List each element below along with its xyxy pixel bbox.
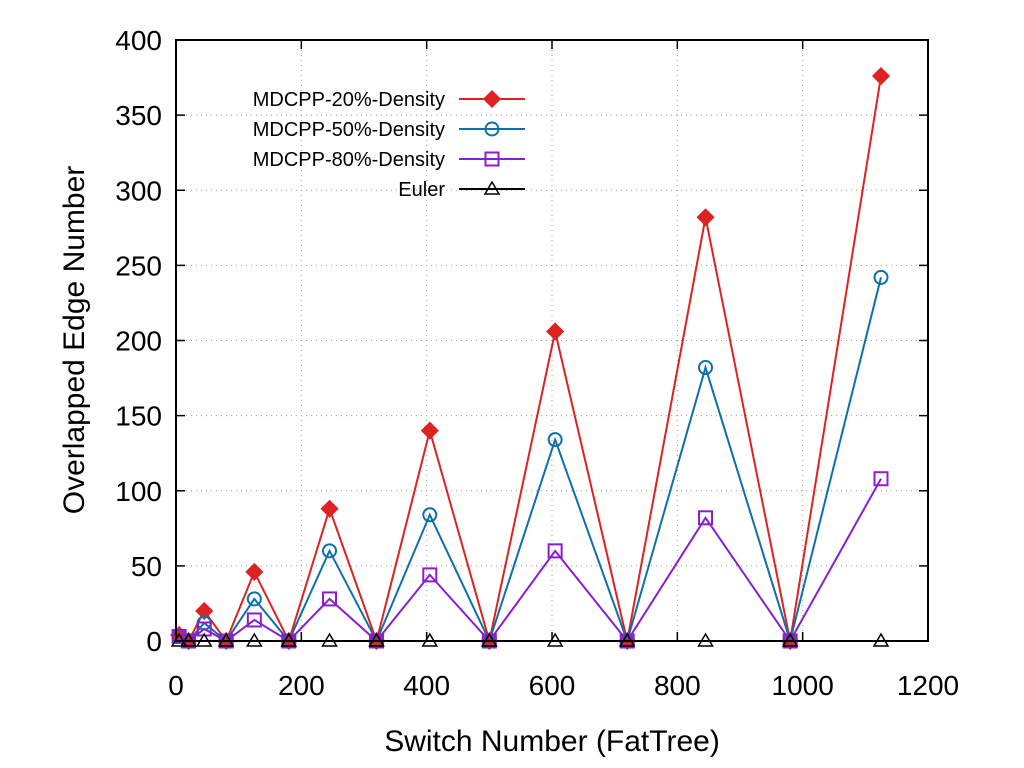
data-point: [873, 269, 889, 285]
legend-label: MDCPP-50%-Density: [253, 119, 445, 141]
legend-item: MDCPP-50%-Density: [253, 119, 525, 141]
y-tick-label: 250: [115, 250, 162, 281]
y-tick-label: 100: [115, 476, 162, 507]
data-point: [547, 432, 563, 448]
grid: [176, 40, 928, 641]
data-point: [320, 499, 339, 518]
y-tick-label: 350: [115, 100, 162, 131]
x-tick-label: 800: [654, 670, 701, 701]
legend-marker: [482, 89, 502, 109]
x-axis-label: Switch Number (FatTree): [384, 725, 720, 758]
y-tick-label: 50: [131, 551, 162, 582]
data-point: [546, 322, 565, 341]
data-point: [873, 471, 889, 487]
x-tick-label: 400: [403, 670, 450, 701]
data-point: [420, 421, 439, 440]
x-tick-label: 200: [278, 670, 325, 701]
data-point: [547, 543, 563, 559]
data-point: [422, 567, 438, 583]
y-tick-label: 300: [115, 175, 162, 206]
legend-item: MDCPP-80%-Density: [253, 149, 525, 171]
data-point: [322, 591, 338, 607]
axis-ticks: 0 50 100 150 200 250 300 350 400 0 200 400 600 800 100…: [115, 25, 959, 701]
legend: MDCPP-20%-Density MDCPP-50%-Density MDCPP-…: [253, 89, 525, 201]
y-axis-label: Overlapped Edge Number: [58, 166, 91, 515]
legend-marker: [483, 180, 501, 195]
x-tick-label: 1000: [772, 670, 834, 701]
x-tick-label: 1200: [897, 670, 959, 701]
data-point: [246, 612, 262, 628]
y-tick-label: 0: [146, 626, 162, 657]
y-tick-label: 400: [115, 25, 162, 56]
legend-marker: [484, 151, 500, 167]
y-tick-label: 200: [115, 326, 162, 357]
y-tick-label: 150: [115, 401, 162, 432]
legend-label: MDCPP-20%-Density: [253, 89, 445, 111]
legend-item: MDCPP-20%-Density: [253, 89, 525, 111]
data-point: [195, 601, 214, 621]
data-point: [422, 507, 438, 523]
legend-label: Euler: [398, 179, 445, 201]
data-point: [171, 628, 187, 644]
legend-item: Euler: [398, 179, 525, 201]
data-point: [698, 510, 714, 526]
data-point: [245, 562, 264, 581]
legend-label: MDCPP-80%-Density: [253, 149, 445, 171]
data-point: [322, 543, 338, 559]
data-point: [871, 66, 891, 86]
x-tick-label: 0: [168, 670, 184, 701]
x-tick-label: 600: [529, 670, 576, 701]
data-point: [698, 360, 714, 376]
legend-marker: [484, 121, 500, 137]
data-point: [246, 591, 262, 607]
series-line: [178, 478, 882, 643]
data-point: [696, 208, 715, 227]
